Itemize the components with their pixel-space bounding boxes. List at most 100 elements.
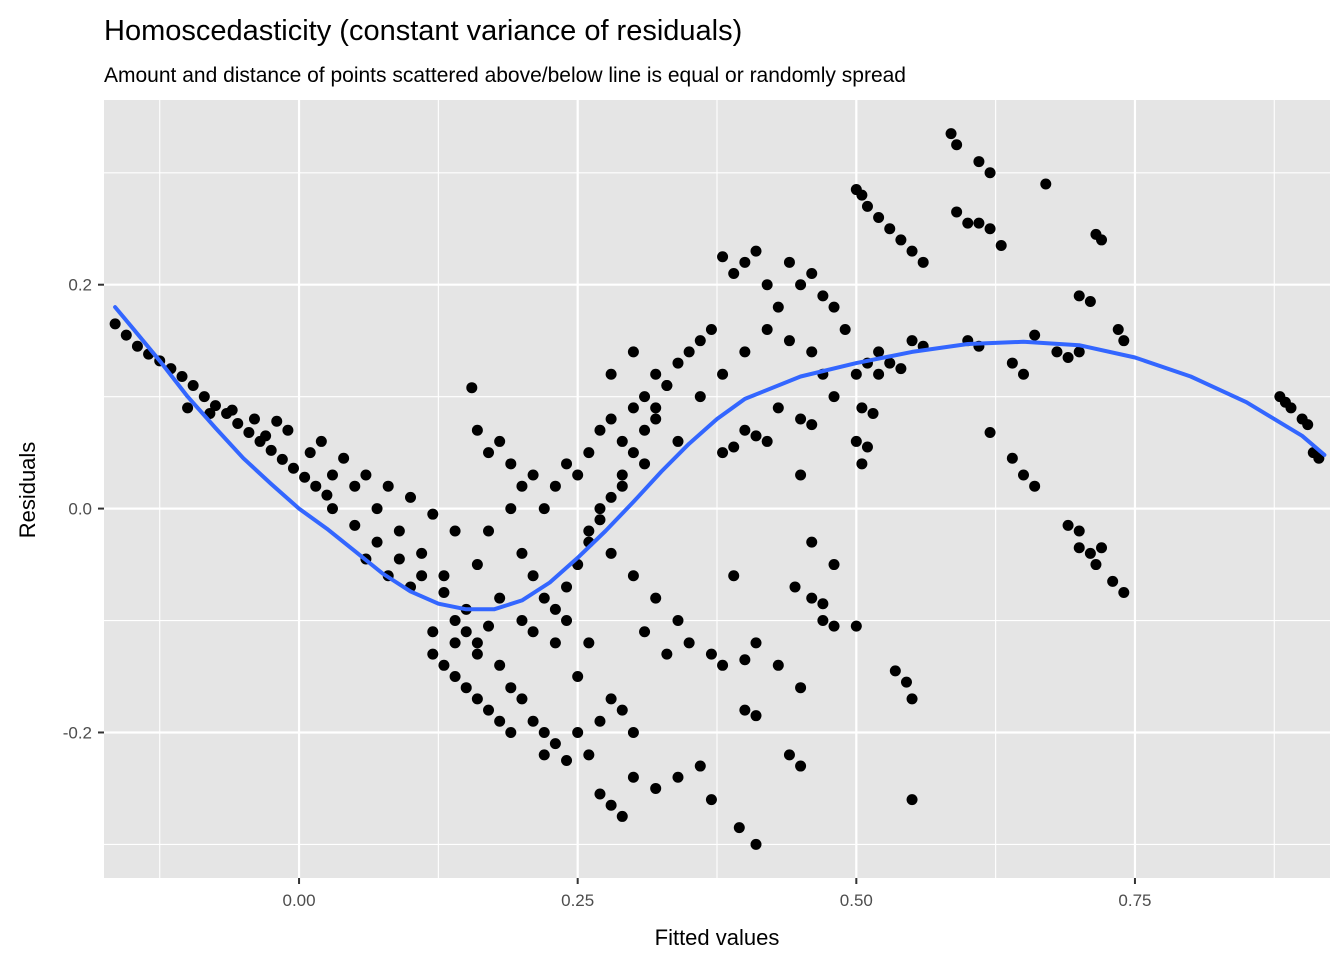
data-point [282,424,294,436]
data-point [198,391,210,403]
data-point [527,715,539,727]
data-point [627,726,639,738]
data-point [605,491,617,503]
data-point [1090,559,1102,571]
data-point [449,637,461,649]
data-point [1302,419,1314,431]
data-point [460,626,472,638]
data-point [828,391,840,403]
y-tick-label: 0.2 [68,276,92,295]
data-point [516,547,528,559]
data-point [594,424,606,436]
data-point [627,447,639,459]
ticks-layer: 0.00 0.25 0.50 0.75 -0.2 0.0 0.2 [63,276,1152,910]
data-point [739,256,751,268]
data-point [728,570,740,582]
data-point [739,346,751,358]
data-point [627,346,639,358]
data-point [299,471,311,483]
data-point [906,245,918,257]
data-point [187,379,199,391]
smooth-line [113,305,1327,612]
data-point [382,480,394,492]
data-point [739,654,751,666]
data-point [605,413,617,425]
data-point [393,525,405,537]
data-point [1118,587,1130,599]
x-tick-label: 0.75 [1118,891,1151,910]
data-point [650,592,662,604]
data-point [995,240,1007,252]
data-point [1096,542,1108,554]
data-point [516,480,528,492]
data-point [627,402,639,414]
data-point [315,435,327,447]
data-point [349,480,361,492]
data-point [627,771,639,783]
data-point [326,503,338,515]
data-point [516,693,528,705]
data-point [984,167,996,179]
data-point [973,217,985,229]
data-point [131,340,143,352]
data-point [538,749,550,761]
data-point [772,659,784,671]
data-point [650,782,662,794]
data-point [683,346,695,358]
data-point [371,536,383,548]
data-point [471,559,483,571]
data-point [527,570,539,582]
data-point [705,648,717,660]
data-point [739,424,751,436]
data-point [828,301,840,313]
points-layer [109,128,1325,850]
data-point [1073,346,1085,358]
data-point [828,620,840,632]
data-point [1084,547,1096,559]
data-point [1029,480,1041,492]
data-point [616,480,628,492]
y-axis-title: Residuals [15,442,40,539]
data-point [817,615,829,627]
data-point [438,570,450,582]
data-point [705,323,717,335]
data-point [856,189,868,201]
data-point [393,553,405,565]
data-point [906,794,918,806]
data-point [527,626,539,638]
data-point [850,368,862,380]
data-point [783,256,795,268]
data-point [371,503,383,515]
data-point [120,329,132,341]
data-point [549,603,561,615]
data-point [772,402,784,414]
data-point [828,559,840,571]
data-point [672,435,684,447]
data-point [867,407,879,419]
data-point [449,525,461,537]
data-point [639,391,651,403]
data-point [1006,357,1018,369]
data-point [583,749,595,761]
data-point [594,514,606,526]
x-tick-label: 0.50 [840,891,873,910]
data-point [549,480,561,492]
data-point [438,587,450,599]
data-point [594,788,606,800]
data-point [583,525,595,537]
x-axis-title: Fitted values [655,925,780,950]
data-point [449,671,461,683]
data-point [304,447,316,459]
data-point [739,704,751,716]
data-point [694,760,706,772]
data-point [1107,575,1119,587]
x-tick-label: 0.00 [282,891,315,910]
data-point [1040,178,1052,190]
data-point [973,156,985,168]
data-point [605,368,617,380]
data-point [494,715,506,727]
data-point [1018,469,1029,481]
data-point [850,620,862,632]
data-point [471,424,483,436]
